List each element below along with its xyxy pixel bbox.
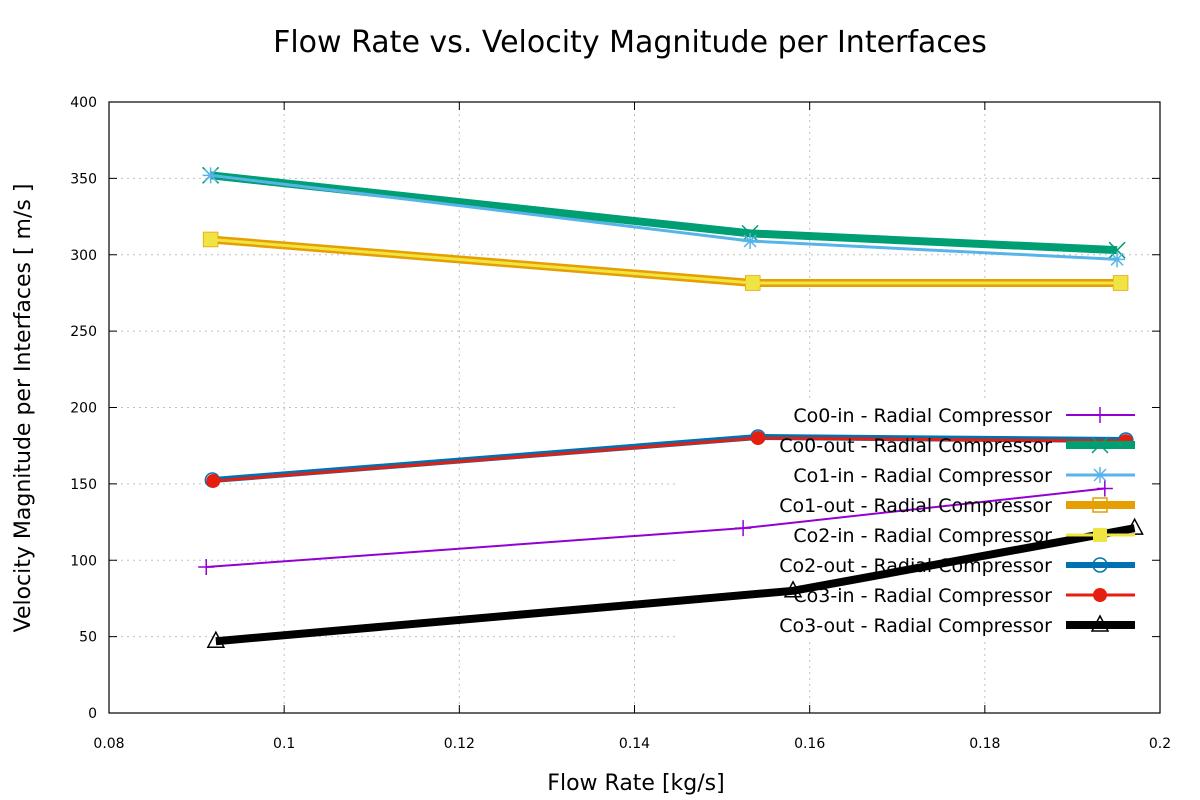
cross-mark [1091, 436, 1109, 454]
square-mark [1093, 528, 1107, 542]
star-marker-icon [1109, 251, 1126, 268]
circle-mark [1092, 557, 1108, 573]
x-tick-label: 0.12 [444, 736, 475, 752]
square-mark [745, 276, 760, 291]
triangle-mark [206, 630, 226, 648]
y-tick-label: 250 [70, 324, 97, 340]
plus-marker-icon [1096, 480, 1113, 497]
legend-item: Co0-out - Radial Compressor [779, 435, 1135, 457]
star-mark [742, 233, 759, 250]
filled-square-marker-icon [203, 232, 218, 247]
star-marker-icon [742, 233, 759, 250]
legend-label: Co2-out - Radial Compressor [779, 555, 1052, 577]
x-tick-label: 0.14 [619, 736, 650, 752]
circle-mark [1093, 588, 1107, 602]
x-tick-label: 0.1 [273, 736, 295, 752]
y-tick-label: 350 [70, 171, 97, 187]
square-mark [1113, 276, 1128, 291]
plot-frame [108, 101, 1161, 714]
series-0 [198, 480, 1113, 575]
y-tick-label: 150 [70, 477, 97, 493]
legend-item: Co0-in - Radial Compressor [793, 405, 1135, 427]
triangle-mark [783, 580, 803, 598]
plus-mark [1092, 407, 1108, 423]
y-tick-label: 200 [70, 401, 97, 417]
x-axis-label: Flow Rate [kg/s] [547, 771, 724, 796]
filled-square-marker-icon [1113, 276, 1128, 291]
legend-label: Co1-out - Radial Compressor [779, 495, 1052, 517]
star-marker-icon [202, 167, 219, 184]
series-4 [203, 232, 1128, 291]
legend-label: Co3-in - Radial Compressor [793, 585, 1052, 607]
filled-circle-marker-icon [206, 473, 221, 488]
triangle-mark [1090, 614, 1110, 632]
y-tick-label: 0 [88, 706, 97, 722]
series-2 [202, 167, 1126, 268]
x-tick-label: 0.16 [794, 736, 825, 752]
legend-item: Co2-in - Radial Compressor [793, 525, 1135, 547]
cross-marker-icon [1091, 436, 1109, 454]
filled-square-marker-icon [745, 276, 760, 291]
square-mark [203, 232, 218, 247]
plus-marker-icon [198, 558, 215, 575]
open-circle-marker-icon [1092, 557, 1108, 573]
chart-title: Flow Rate vs. Velocity Magnitude per Int… [273, 25, 987, 60]
legend-item: Co3-out - Radial Compressor [779, 614, 1135, 637]
cross-marker-icon [1108, 241, 1126, 259]
star-mark [1109, 251, 1126, 268]
legend-label: Co0-out - Radial Compressor [779, 435, 1052, 457]
series-1 [202, 166, 1126, 259]
plus-mark [735, 520, 752, 537]
legend-item: Co1-in - Radial Compressor [793, 465, 1135, 487]
y-tick-label: 100 [70, 553, 97, 569]
axes: 0.08 0.1 0.12 0.14 0.16 0.18 0.2 0 50 100 150 200 25… [70, 95, 1171, 752]
series-7 [206, 517, 1144, 648]
x-tick-label: 0.2 [1149, 736, 1171, 752]
legend-label: Co2-in - Radial Compressor [793, 525, 1052, 547]
plus-mark [1096, 480, 1113, 497]
legend-item: Co3-in - Radial Compressor [793, 585, 1135, 607]
series-line [210, 171, 1118, 255]
series-line [215, 524, 1136, 646]
star-marker-icon [1092, 467, 1108, 483]
filled-circle-marker-icon [1093, 588, 1107, 602]
filled-circle-marker-icon [750, 431, 765, 446]
y-tick-label: 300 [70, 248, 97, 264]
square-mark [1092, 497, 1108, 513]
open-triangle-marker-icon [1090, 614, 1110, 632]
legend-item: Co2-out - Radial Compressor [779, 555, 1135, 577]
open-square-marker-icon [1092, 497, 1108, 513]
open-triangle-marker-icon [783, 580, 803, 598]
star-mark [202, 167, 219, 184]
legend-label: Co3-out - Radial Compressor [779, 615, 1052, 637]
y-tick-label: 50 [79, 630, 97, 646]
x-tick-label: 0.08 [93, 736, 124, 752]
star-mark [1092, 467, 1108, 483]
legend-item: Co1-out - Radial Compressor [779, 495, 1135, 517]
y-tick-label: 400 [70, 95, 97, 111]
plus-mark [198, 558, 215, 575]
filled-square-marker-icon [1093, 528, 1107, 542]
y-axis-label: Velocity Magnitude per Interfaces [ m/s … [11, 184, 36, 633]
series-group [198, 166, 1144, 648]
legend-label: Co1-in - Radial Compressor [793, 465, 1052, 487]
open-triangle-marker-icon [206, 630, 226, 648]
x-tick-label: 0.18 [969, 736, 1000, 752]
plus-marker-icon [735, 520, 752, 537]
legend-label: Co0-in - Radial Compressor [793, 405, 1052, 427]
plus-marker-icon [1092, 407, 1108, 423]
legend: Co0-in - Radial Compressor Co0-out - Radi… [779, 405, 1135, 637]
circle-mark [750, 431, 765, 446]
circle-mark [206, 473, 221, 488]
cross-mark [1108, 241, 1126, 259]
